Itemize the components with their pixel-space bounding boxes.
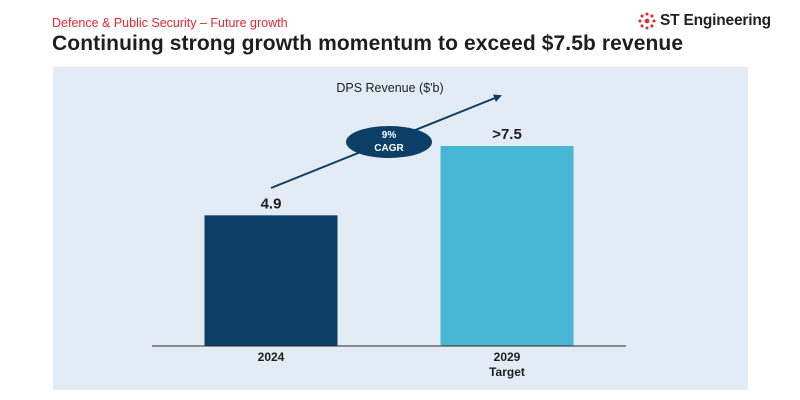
bar-2029 — [440, 146, 574, 346]
chart-title: DPS Revenue ($'b) — [336, 81, 443, 95]
x-tick-sublabel-2029: Target — [489, 365, 525, 379]
x-tick-label-2029: 2029 — [494, 350, 521, 364]
x-tick-label-2024: 2024 — [258, 350, 285, 364]
data-label-2024: 4.9 — [261, 195, 282, 212]
cagr-value: 9% — [382, 130, 397, 141]
cagr-badge — [346, 126, 432, 158]
cagr-label: CAGR — [374, 143, 404, 154]
logo-mark-icon — [638, 12, 656, 30]
chart-panel — [53, 67, 748, 390]
company-logo: ST Engineering — [638, 12, 771, 30]
page-title: Continuing strong growth momentum to exc… — [52, 32, 684, 55]
data-label-2029: >7.5 — [492, 126, 522, 143]
cagr-annotation: 9% CAGR — [270, 94, 502, 189]
bar-2024 — [204, 215, 338, 346]
logo-text: ST Engineering — [660, 12, 771, 29]
section-subtitle: Defence & Public Security – Future growt… — [52, 16, 288, 30]
